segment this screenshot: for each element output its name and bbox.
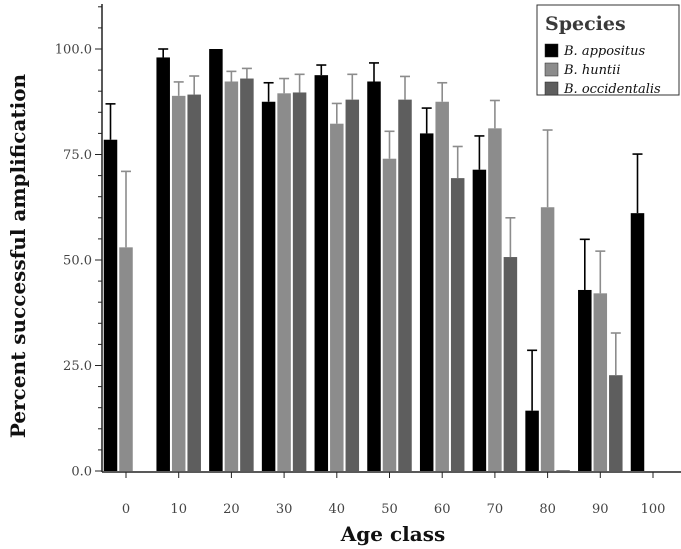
legend-entry: B. occidentalis — [563, 82, 661, 97]
x-axis-ticks: 0 10 20 30 40 50 60 70 80 90 100 — [122, 472, 666, 517]
bars-group — [103, 49, 645, 472]
bar — [382, 158, 397, 471]
bar — [609, 375, 623, 471]
legend-title: Species — [545, 13, 626, 35]
bar — [240, 78, 254, 471]
legend: Species B. appositus B. huntii B. occident… — [536, 4, 680, 97]
y-tick-label: 50.0 — [63, 254, 92, 269]
y-tick-label: 100.0 — [55, 43, 92, 58]
bar — [488, 128, 502, 471]
x-tick-label: 10 — [170, 502, 187, 517]
x-tick-label: 20 — [223, 502, 240, 517]
bar — [224, 81, 239, 471]
legend-swatch — [544, 81, 559, 96]
x-tick-label: 80 — [539, 502, 556, 517]
y-axis-title: Percent successful amplification — [6, 73, 30, 438]
x-tick-label: 100 — [641, 502, 666, 517]
bar — [419, 133, 434, 471]
bar — [345, 99, 360, 471]
legend-entry: B. huntii — [563, 63, 620, 78]
bar — [261, 101, 276, 471]
y-tick-label: 25.0 — [63, 359, 92, 374]
bar — [556, 470, 570, 471]
bar — [435, 101, 449, 471]
x-tick-label: 30 — [276, 502, 293, 517]
bar — [292, 92, 307, 471]
bar — [171, 95, 186, 471]
bar — [503, 257, 518, 471]
bar — [450, 178, 465, 471]
bar — [277, 93, 291, 471]
bar — [540, 207, 555, 471]
legend-swatch — [544, 43, 559, 58]
error-bars-group — [105, 48, 643, 411]
x-tick-label: 0 — [122, 502, 130, 517]
bar — [330, 123, 344, 471]
legend-box — [536, 4, 680, 96]
y-tick-label: 75.0 — [63, 148, 92, 163]
bar — [593, 293, 608, 471]
bar — [630, 213, 645, 471]
bar — [156, 57, 170, 471]
y-axis-ticks: 0.0 25.0 50.0 75.0 100.0 — [55, 6, 102, 480]
bar — [187, 94, 201, 472]
x-axis-title: Age class — [340, 522, 445, 546]
bar — [367, 81, 381, 471]
x-tick-label: 70 — [487, 502, 504, 517]
x-tick-label: 40 — [329, 502, 346, 517]
legend-swatch — [544, 62, 559, 77]
x-tick-label: 90 — [592, 502, 609, 517]
bar — [472, 169, 487, 471]
legend-entry: B. appositus — [563, 44, 645, 59]
bar — [398, 99, 412, 471]
bar — [525, 410, 539, 471]
bar — [578, 289, 592, 471]
bar — [314, 75, 329, 471]
bar — [103, 139, 118, 472]
bar — [209, 49, 223, 471]
x-tick-label: 50 — [381, 502, 398, 517]
y-tick-label: 0.0 — [71, 465, 92, 480]
bar — [119, 247, 133, 471]
x-tick-label: 60 — [434, 502, 451, 517]
